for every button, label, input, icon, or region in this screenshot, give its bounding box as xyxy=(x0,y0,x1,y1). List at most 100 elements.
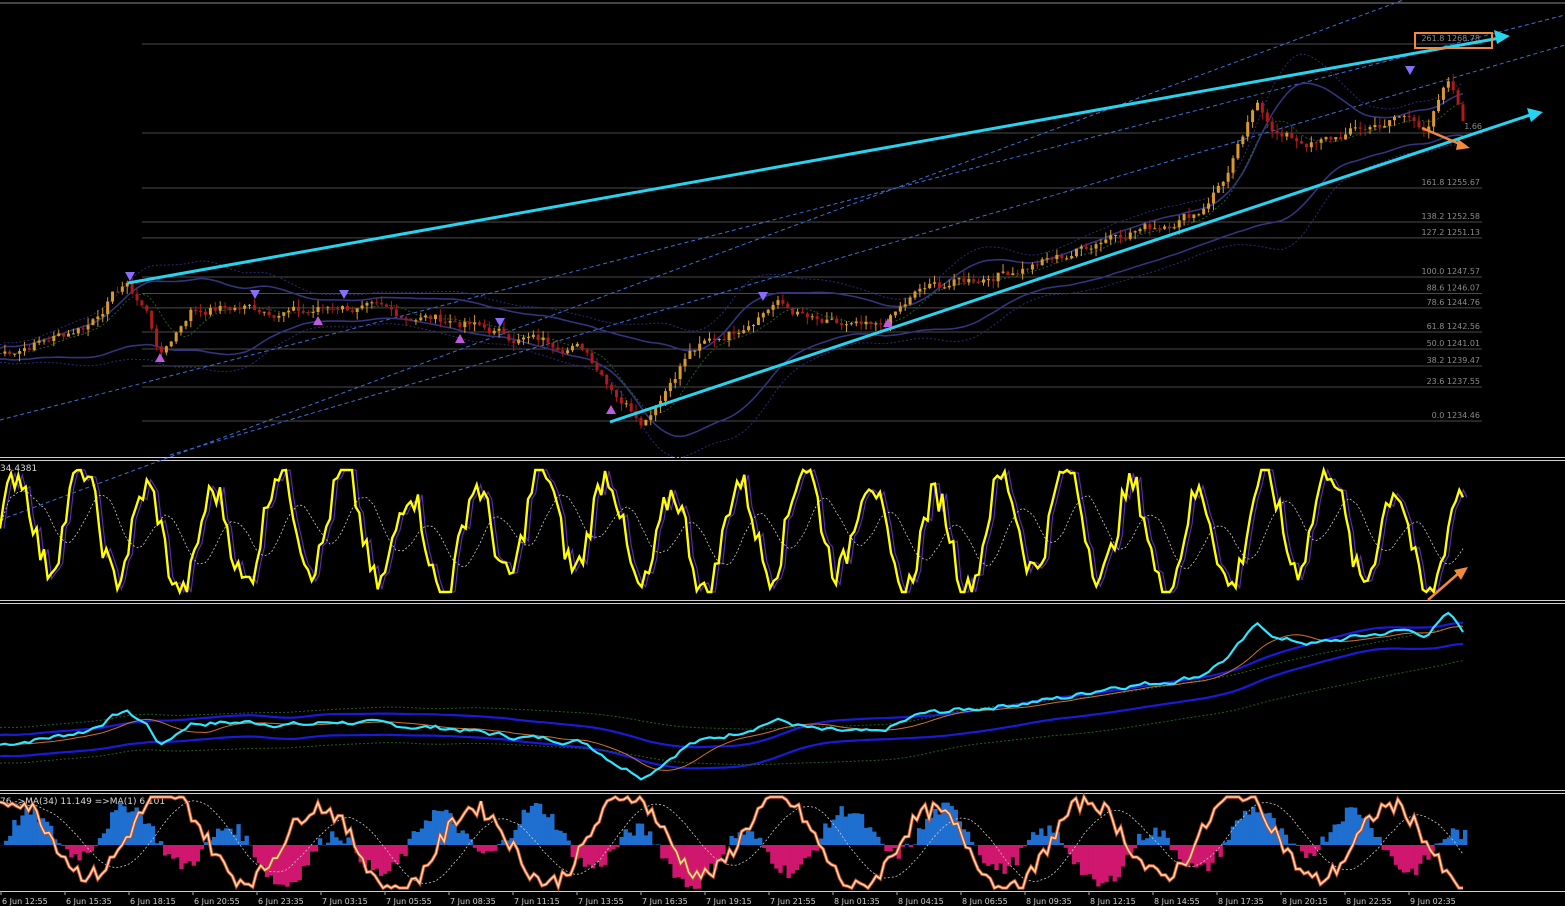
candle-body xyxy=(893,311,897,316)
candle-body xyxy=(213,308,217,311)
histogram-bar xyxy=(827,827,832,845)
candle-body xyxy=(820,319,824,323)
histogram-bar xyxy=(855,813,861,845)
histogram-bar xyxy=(387,845,392,871)
histogram-bar xyxy=(1348,807,1354,845)
histogram-bar xyxy=(24,808,29,845)
candle-body xyxy=(1016,273,1020,275)
candle-body xyxy=(81,328,85,330)
histogram-bar xyxy=(330,831,335,845)
histogram-bar xyxy=(1291,843,1297,845)
x-tick-label: 7 Jun 11:15 xyxy=(514,897,560,906)
candle-body xyxy=(908,297,912,305)
candle-body xyxy=(683,358,687,367)
candle-body xyxy=(1290,133,1294,139)
histogram-bar xyxy=(1226,839,1232,845)
candle-body xyxy=(1339,137,1343,140)
candle-body xyxy=(150,310,154,329)
histogram-bar xyxy=(753,838,759,845)
candle-body xyxy=(923,288,927,290)
histogram-bar xyxy=(847,813,853,845)
candle-body xyxy=(404,317,408,319)
histogram-bar xyxy=(929,817,934,845)
histogram-bar xyxy=(69,845,74,858)
candle-body xyxy=(125,282,129,287)
histogram-bar xyxy=(876,836,881,845)
histogram-bar xyxy=(146,823,152,845)
candle-body xyxy=(747,326,751,331)
histogram-bar xyxy=(497,843,502,845)
candle-body xyxy=(1187,214,1191,218)
x-tick-label: 6 Jun 12:55 xyxy=(2,897,48,906)
histogram-bar xyxy=(599,845,604,867)
candle-body xyxy=(580,343,584,350)
histogram-bar xyxy=(1320,836,1325,845)
histogram-header: 76 ->MA(34) 11.149 =>MA(1) 6.101 xyxy=(0,797,165,807)
histogram-bar xyxy=(346,837,351,845)
candle-body xyxy=(1138,229,1142,232)
histogram-bar xyxy=(831,819,836,845)
candle-body xyxy=(468,321,472,325)
histogram-bar xyxy=(627,832,632,845)
histogram-bar xyxy=(293,845,298,883)
histogram-bar xyxy=(383,845,388,874)
candle-body xyxy=(771,304,775,310)
histogram-bar xyxy=(1153,827,1158,845)
histogram-bar xyxy=(668,845,673,865)
time-axis: 6 Jun 12:55 6 Jun 15:35 6 Jun 18:15 6 Jun 2… xyxy=(0,891,1456,906)
histogram-bar xyxy=(1332,824,1337,845)
histogram-bar xyxy=(1096,845,1101,887)
candle-body xyxy=(62,333,66,337)
candle-body xyxy=(18,351,22,354)
candle-body xyxy=(1392,116,1396,121)
histogram-bar xyxy=(1161,830,1166,845)
signal-arrow-down xyxy=(495,318,505,327)
histogram-bar xyxy=(1450,828,1456,845)
candle-body xyxy=(678,366,682,380)
histogram-bar xyxy=(823,823,828,845)
candle-body xyxy=(830,318,834,320)
histogram-bar xyxy=(1283,834,1289,845)
candle-body xyxy=(840,322,844,325)
candle-body xyxy=(717,339,721,341)
histogram-bar xyxy=(664,845,669,859)
histogram-bar xyxy=(374,845,380,869)
histogram-bar xyxy=(472,845,478,848)
histogram-bar xyxy=(623,829,628,845)
histogram-bar xyxy=(334,837,339,845)
histogram-bar xyxy=(12,819,17,845)
histogram-bar xyxy=(884,845,889,852)
histogram-bar xyxy=(660,845,665,859)
bollinger-upper xyxy=(0,82,1464,352)
candle-body xyxy=(962,278,966,283)
histogram-bar xyxy=(224,828,229,845)
histogram-bar xyxy=(1389,845,1395,857)
histogram-bar xyxy=(391,845,396,863)
fibo-partial-label: 1.66 xyxy=(1464,122,1482,131)
candle-body xyxy=(1158,228,1162,230)
candle-body xyxy=(1074,248,1078,257)
oscillator-ma-line xyxy=(0,490,1464,570)
histogram-bar xyxy=(158,841,164,845)
histogram-bar xyxy=(1430,845,1435,852)
candle-body xyxy=(1177,220,1181,228)
candle-body xyxy=(194,309,198,311)
histogram-bar xyxy=(1108,845,1113,876)
histogram-bar xyxy=(766,845,771,852)
histogram-bar xyxy=(741,834,747,845)
candle-body xyxy=(898,306,902,312)
histogram-bar xyxy=(1075,845,1081,863)
histogram-bar xyxy=(1238,819,1244,845)
histogram-bar xyxy=(85,845,90,853)
histogram-bar xyxy=(603,845,608,865)
candle-body xyxy=(424,315,428,318)
histogram-bar xyxy=(782,845,787,866)
price-pane xyxy=(0,0,1565,521)
histogram-bar xyxy=(1043,835,1048,845)
histogram-bar xyxy=(419,828,425,845)
histogram-bar xyxy=(590,845,596,869)
candle-body xyxy=(331,307,335,309)
histogram-bar xyxy=(1218,845,1223,857)
candle-body xyxy=(106,301,110,315)
histogram-bar xyxy=(619,836,624,845)
